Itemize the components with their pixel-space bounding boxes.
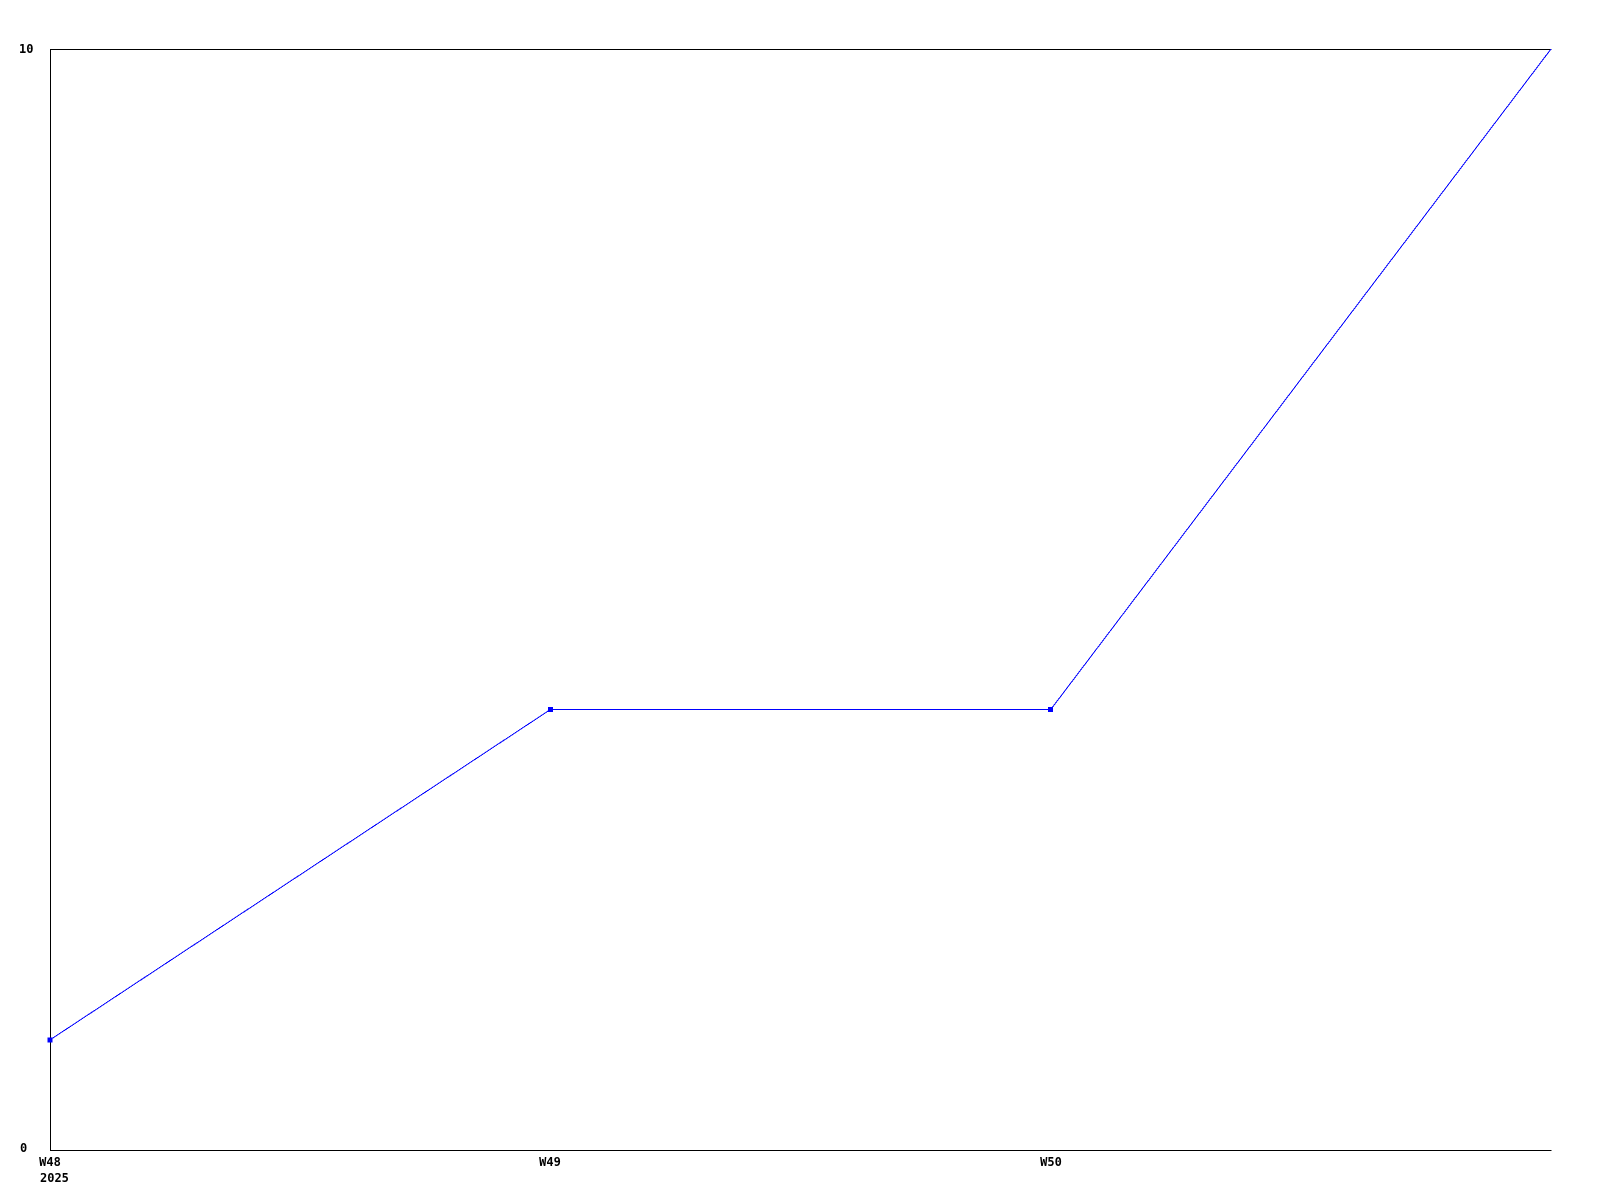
x-tick-year-label: 2025 xyxy=(40,1171,69,1185)
axis-labels: 10 0 W48 2025 W49 W50 xyxy=(19,42,1062,1185)
x-tick-label-w48: W48 xyxy=(39,1155,61,1169)
data-point-marker xyxy=(1048,707,1054,713)
data-point-marker xyxy=(47,1037,53,1043)
y-axis-min-label: 0 xyxy=(20,1141,27,1155)
y-axis-max-label: 10 xyxy=(19,42,33,56)
axis-frame xyxy=(50,49,1552,1151)
series-line xyxy=(49,48,1552,1041)
series-markers xyxy=(47,707,1054,1043)
data-point-marker xyxy=(547,707,553,713)
x-tick-label-w50: W50 xyxy=(1040,1155,1062,1169)
x-tick-label-w49: W49 xyxy=(539,1155,561,1169)
